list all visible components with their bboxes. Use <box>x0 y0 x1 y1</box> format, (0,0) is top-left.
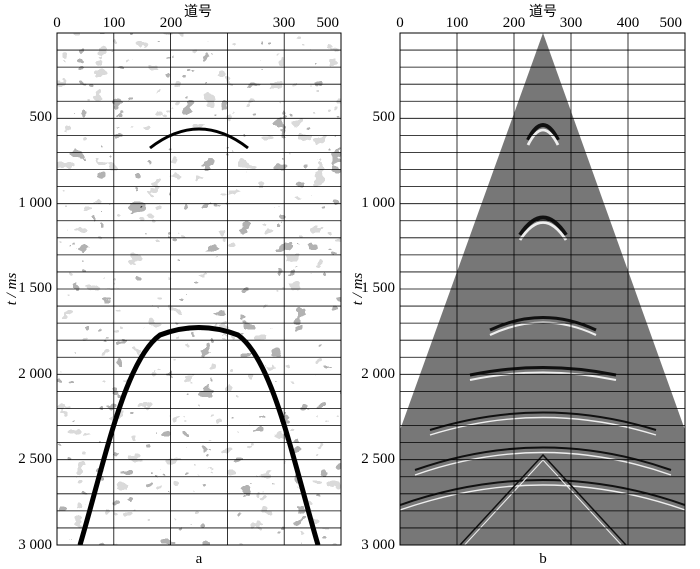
synthetic-reflection-event <box>469 366 617 377</box>
panel-a-y-tick: 2 500 <box>18 451 52 467</box>
panel-b-x-tick: 0 <box>396 15 404 31</box>
panel-b-y-tick: 1 500 <box>361 280 395 296</box>
panel-b-y-tick: 500 <box>373 109 396 125</box>
synthetic-reflection-event <box>518 215 568 237</box>
panel-a-x-tick: 300 <box>273 15 296 31</box>
synthetic-reflection-sidelobe <box>489 321 597 336</box>
panel-a-y-tick: 1 500 <box>18 280 52 296</box>
panel-b-y-tick: 3 000 <box>361 537 395 553</box>
panel-b-x-tick: 200 <box>503 15 526 31</box>
panel-a-x-tick-labels: 0 100 200 300 400 400 <box>53 15 296 31</box>
panel-a-y-tick-labels: 500 1 000 1 500 2 000 2 500 3 000 <box>18 109 52 553</box>
panel-a-frame <box>56 32 342 546</box>
panel-b-y-tick: 2 000 <box>361 366 395 382</box>
panel-a: 0 100 200 300 400 400 道号 500 1 000 1 500… <box>4 4 342 567</box>
panel-b-x-tick: 100 <box>446 15 469 31</box>
panel-b-caption: b <box>539 551 547 567</box>
panel-a-caption: a <box>196 551 203 567</box>
panel-a-x-tick: 100 <box>103 15 126 31</box>
shallow-reflection-event <box>149 127 249 150</box>
strong-reflection-event <box>77 325 321 545</box>
direct-arrival-apex <box>183 33 215 61</box>
synthetic-reflection-event <box>459 453 627 545</box>
panel-a-x-axis-label: 道号 <box>184 4 212 20</box>
panel-a-x-tick: 200 <box>160 15 183 31</box>
synthetic-reflection-sidelobe <box>469 371 617 382</box>
panel-b-x-tick: 400 <box>617 15 640 31</box>
y-axis-label: t / ms <box>4 273 20 306</box>
panel-b-frame <box>399 32 686 546</box>
panel-b-x-tick: 500 <box>660 15 683 31</box>
panel-a-x-tick: 0 <box>53 15 61 31</box>
synthetic-reflection-event <box>489 316 597 332</box>
panel-b-y-tick-labels: 500 1 000 1 500 2 000 2 500 3 000 <box>361 109 395 553</box>
synthetic-reflection-sidelobe <box>400 484 685 511</box>
panel-b-x-axis-label: 道号 <box>529 4 557 20</box>
panel-b-gridlines <box>400 33 685 545</box>
panel-b-x-tick: 300 <box>560 15 583 31</box>
synthetic-reflection-sidelobe <box>518 221 568 241</box>
panel-a-y-tick: 1 000 <box>18 195 52 211</box>
panel-a-y-tick: 500 <box>30 109 53 125</box>
panel-a-y-tick: 3 000 <box>18 537 52 553</box>
panel-a-gridlines <box>57 33 341 545</box>
synthetic-reflection-sidelobe <box>526 128 560 146</box>
panel-b-y-tick: 2 500 <box>361 451 395 467</box>
panel-b-y-tick: 1 000 <box>361 195 395 211</box>
panel-a-y-tick: 2 000 <box>18 366 52 382</box>
panel-b-y-axis-label: t / ms <box>350 273 366 306</box>
panel-b: 0 100 200 300 400 500 道号 500 1 000 1 500… <box>350 4 686 567</box>
panel-b-x-tick-labels: 0 100 200 300 400 500 <box>396 15 682 31</box>
synthetic-reflection-sidelobe <box>414 451 672 476</box>
panel-a-x-tick-end: 500 <box>317 15 340 31</box>
panel-a-reflection-events <box>77 33 321 545</box>
